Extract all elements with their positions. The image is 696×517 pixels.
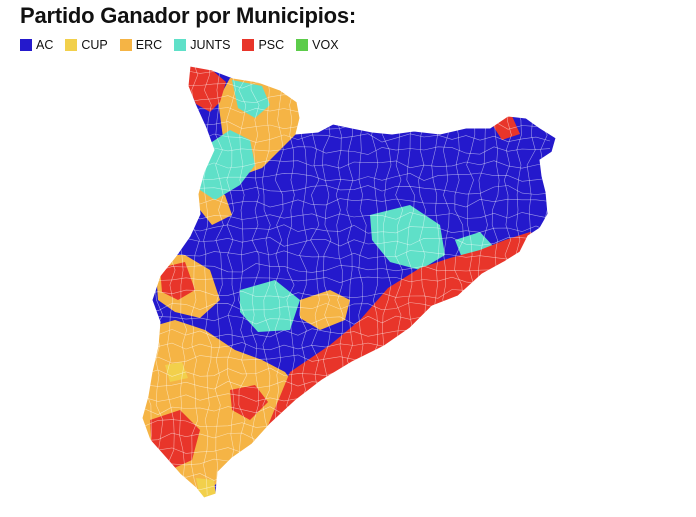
legend-swatch [119,39,132,51]
municipal-boundary-line [262,66,271,496]
legend-label: ERC [135,38,163,52]
legend-label: CUP [81,38,108,52]
legend-item-ac[interactable]: AC [20,38,53,52]
legend-label: VOX [312,38,339,52]
legend-label: AC [36,38,54,52]
legend-item-junts[interactable]: JUNTS [174,38,230,52]
municipal-boundary-line [131,60,140,495]
zone-junts-central [370,205,445,270]
municipal-boundary-line [226,66,236,496]
legend-item-cup[interactable]: CUP [65,38,108,52]
page-title: Partido Ganador por Municipios: [20,3,357,28]
municipal-boundary-line [238,66,248,496]
legend-item-psc[interactable]: PSC [242,38,284,52]
zone-junts-northwest [200,130,255,200]
legend-label: JUNTS [190,38,231,52]
zone-junts-pyrenees [232,80,270,118]
municipal-boundary-line [142,107,551,117]
legend-swatch [20,39,32,51]
municipal-boundary-line [142,263,551,273]
municipal-boundary-line [214,66,224,496]
municipal-boundary-line [550,66,556,496]
municipal-boundary-line [203,66,212,496]
municipal-boundary-line [142,497,551,498]
legend-item-erc[interactable]: ERC [119,38,163,52]
zone-psc-lleida [160,262,195,300]
legend-swatch [65,39,78,51]
municipal-boundary-line [142,250,551,261]
map-outline [141,65,557,499]
municipal-boundary-line [538,66,548,496]
municipal-boundary-line [130,56,550,64]
legend-label: PSC [258,38,285,52]
legend-swatch [296,39,309,51]
municipal-boundary-line [250,66,260,496]
legend-item-vox[interactable]: VOX [296,38,339,52]
municipal-boundary-line [478,66,488,496]
legend: AC CUP ERC JUNTS PSC VOX [20,38,351,52]
legend-swatch [174,39,187,51]
legend-swatch [242,39,255,51]
